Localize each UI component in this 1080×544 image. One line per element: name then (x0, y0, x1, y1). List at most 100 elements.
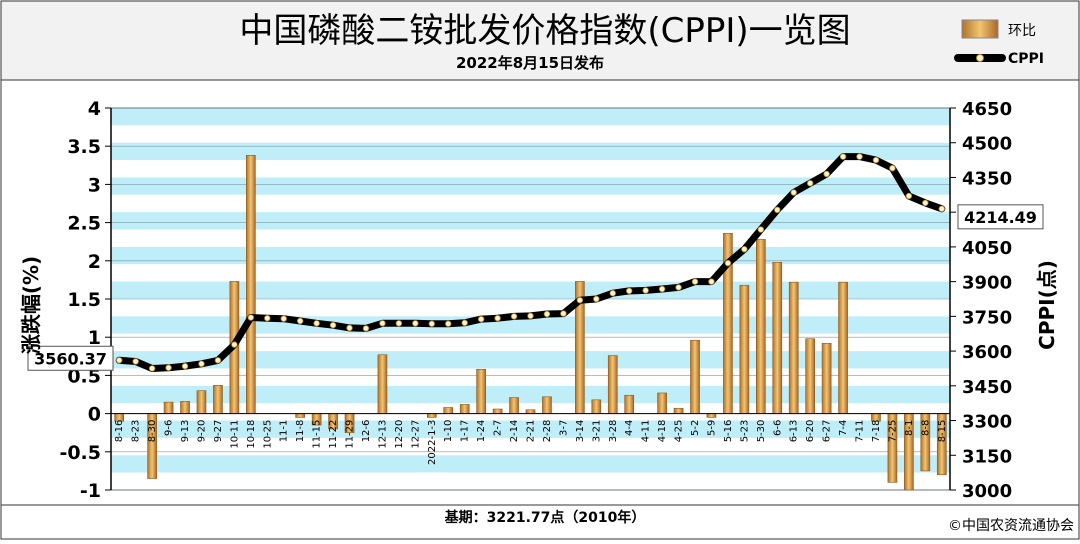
x-tick-label: 9-27 (213, 420, 224, 443)
x-tick-label: 5-2 (690, 420, 701, 436)
cppi-point (642, 287, 649, 294)
bar (163, 401, 174, 414)
x-tick-label: 3-21 (591, 420, 602, 443)
chart-subtitle: 2022年8月15日发布 (456, 54, 604, 72)
bar (821, 343, 832, 414)
plot-area: 43.532.521.510.50-0.5-146504500435042004… (27, 98, 1044, 502)
plot-band (111, 194, 950, 213)
first-value-callout: 3560.37 (27, 345, 114, 371)
cppi-point (329, 321, 337, 329)
plot-band (111, 177, 950, 195)
cppi-point (741, 246, 748, 253)
bar (459, 404, 470, 414)
y-right-tick-label: 3000 (962, 481, 1012, 502)
x-tick-label: 4-4 (624, 420, 635, 436)
cppi-point (445, 320, 452, 327)
y-left-tick-label: 3.5 (67, 136, 101, 158)
y-left-tick-label: 4 (88, 98, 101, 120)
bar (591, 399, 602, 414)
x-tick-label: 5-16 (723, 420, 734, 443)
x-tick-label: 6-6 (772, 420, 783, 436)
cppi-point (247, 314, 255, 321)
legend-line-label: CPPI (1008, 51, 1044, 67)
x-tick-label: 4-18 (657, 420, 668, 443)
x-tick-label: 11-1 (279, 420, 290, 443)
x-tick-label: 12-27 (410, 420, 421, 449)
cppi-point (922, 199, 929, 207)
cppi-point (214, 357, 222, 364)
plot-band (111, 125, 950, 143)
x-tick-label: 3-28 (608, 420, 619, 443)
x-tick-label: 10-18 (246, 420, 257, 449)
y-left-tick-label: 3 (88, 174, 101, 196)
x-tick-label: 8-1 (904, 420, 915, 436)
y-right-tick-label: 3450 (962, 377, 1012, 398)
bar (180, 401, 190, 414)
bar (772, 262, 783, 414)
y-right-tick-label: 4350 (962, 168, 1012, 189)
cppi-point (280, 315, 287, 322)
y-right-tick-label: 3900 (962, 273, 1012, 294)
x-tick-label: 5-23 (739, 420, 750, 443)
last-value-callout: 4214.49 (957, 204, 1044, 230)
plot-band (111, 212, 950, 230)
x-tick-label: 2022-1-3 (427, 420, 438, 465)
plot-band (111, 264, 950, 282)
cppi-point (296, 317, 304, 325)
x-tick-label: 10-11 (229, 420, 240, 449)
x-tick-label: 4-11 (641, 420, 652, 443)
cppi-point (675, 284, 682, 291)
bar (213, 385, 223, 414)
cppi-point (346, 324, 353, 332)
cppi-point (708, 278, 715, 285)
x-tick-label: 4-25 (674, 420, 685, 443)
y-right-tick-label: 3600 (962, 342, 1012, 363)
footer-panel (0, 504, 1080, 540)
y-left-tick-label: 2 (88, 251, 101, 273)
cppi-point (856, 153, 863, 160)
y-left-tick-label: -0.5 (59, 442, 101, 464)
x-tick-label: 12-6 (361, 420, 372, 443)
bar (690, 339, 700, 414)
bar (838, 281, 848, 414)
x-tick-label: 2-21 (526, 420, 537, 443)
cppi-point (889, 164, 896, 172)
x-tick-label: 7-4 (838, 420, 849, 436)
bar (805, 338, 815, 414)
plot-band (111, 160, 950, 178)
cppi-point (724, 259, 732, 267)
cppi-point (461, 319, 468, 327)
y-left-tick-label: 0 (88, 404, 101, 426)
y-left-tick-label: -1 (80, 480, 101, 502)
y-right-tick-label: 4650 (962, 99, 1012, 120)
cppi-point (691, 278, 699, 285)
x-tick-label: 12-20 (394, 420, 405, 449)
bar (509, 397, 519, 414)
y-right-tick-label: 4050 (962, 238, 1012, 259)
x-tick-label: 5-30 (756, 420, 767, 443)
x-tick-label: 8-30 (147, 420, 158, 443)
cppi-point (790, 189, 797, 196)
cppi-point (839, 153, 847, 160)
cppi-point (609, 290, 616, 297)
cppi-point (395, 320, 403, 327)
cppi-point (527, 312, 534, 320)
cppi-point (379, 320, 386, 327)
cppi-point (774, 206, 781, 214)
x-tick-label: 6-27 (822, 420, 833, 443)
header-panel (0, 0, 1080, 81)
x-tick-label: 11-8 (295, 420, 306, 443)
cppi-point (905, 192, 913, 200)
cppi-point (593, 295, 600, 303)
cppi-point (264, 315, 271, 322)
bar (607, 355, 618, 414)
bar (295, 413, 306, 418)
cppi-point (116, 357, 123, 364)
plot-band (111, 246, 950, 265)
y-right-tick-label: 3750 (962, 307, 1012, 328)
bar (377, 354, 388, 414)
cppi-point (823, 170, 830, 178)
bar (739, 284, 750, 414)
x-tick-label: 5-9 (706, 420, 717, 436)
footer-base-period: 基期：3221.77点（2010年） (445, 509, 646, 526)
